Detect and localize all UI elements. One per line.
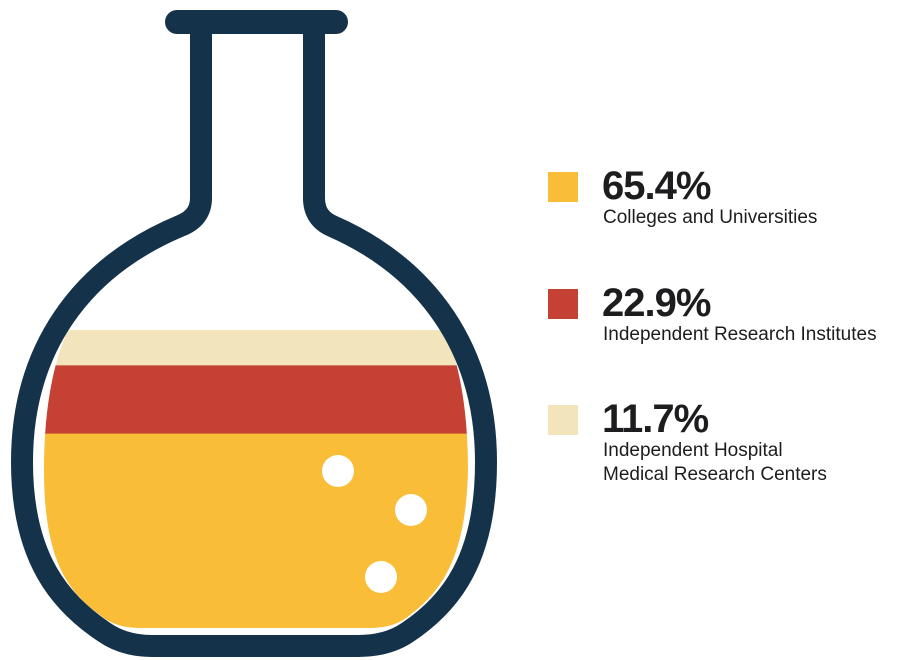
bubble (395, 494, 427, 526)
liquid-layer (44, 433, 468, 628)
percent-label: 22.9% (602, 281, 711, 325)
bubble (365, 561, 397, 593)
category-label: Colleges and Universities (603, 207, 818, 228)
percent-label: 65.4% (602, 164, 711, 208)
percent-label: 11.7% (602, 397, 709, 441)
legend-swatch (548, 405, 578, 435)
liquid-layer (44, 364, 468, 434)
legend-swatch (548, 172, 578, 202)
category-label: Independent Hospital Medical Research Ce… (603, 440, 827, 485)
liquid-layer (44, 330, 468, 366)
liquid (44, 330, 468, 628)
bubble (322, 455, 354, 487)
legend-swatch (548, 289, 578, 319)
flask-outline (11, 30, 497, 657)
flask-lip (165, 10, 348, 34)
category-label: Independent Research Institutes (603, 324, 877, 345)
